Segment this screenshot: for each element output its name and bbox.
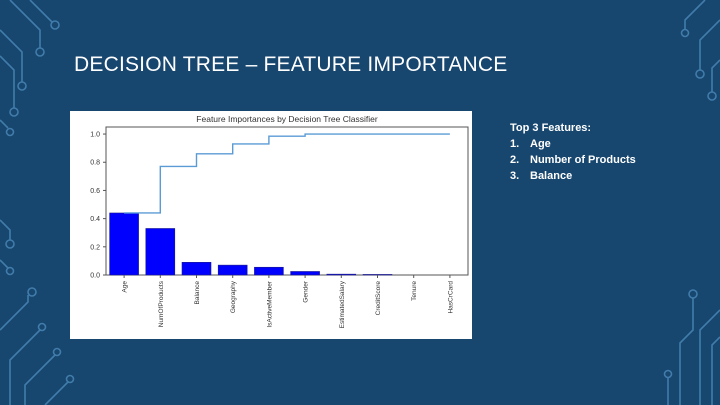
x-tick-label: NumOfProducts xyxy=(158,280,165,327)
bar xyxy=(290,271,320,276)
x-tick-label: EstimatedSalary xyxy=(339,280,346,328)
top-feature-item: 1. Age xyxy=(510,136,636,152)
top-feature-number: 2. xyxy=(510,154,520,166)
x-tick-label: Balance xyxy=(194,281,201,305)
bar xyxy=(145,228,176,276)
top-feature-label: Balance xyxy=(530,170,573,182)
x-tick-label: IsActiveMember xyxy=(266,280,273,327)
y-tick-label: 1.0 xyxy=(90,132,100,139)
top-feature-label: Number of Products xyxy=(530,154,636,166)
x-tick-label: Gender xyxy=(303,280,310,303)
x-tick-label: Geography xyxy=(230,280,237,313)
x-tick-label: Age xyxy=(122,281,129,293)
y-tick-label: 0.0 xyxy=(90,273,100,280)
bar xyxy=(217,264,248,276)
slide-title: DECISION TREE – FEATURE IMPORTANCE xyxy=(74,53,508,76)
top-feature-number: 3. xyxy=(510,170,520,182)
top-feature-item: 3. Balance xyxy=(510,168,636,184)
top-feature-item: 2. Number of Products xyxy=(510,152,636,168)
bar xyxy=(326,273,357,276)
y-tick-label: 0.2 xyxy=(90,244,100,251)
top-feature-label: Age xyxy=(530,138,551,150)
x-tick-label: CreditScore xyxy=(375,281,382,316)
top-feature-number: 1. xyxy=(510,138,520,150)
y-tick-label: 0.4 xyxy=(90,216,100,223)
feature-importance-chart: Feature Importances by Decision Tree Cla… xyxy=(90,114,469,328)
bar xyxy=(109,212,139,276)
top-features-panel: Top 3 Features: 1. Age 2. Number of Prod… xyxy=(510,120,636,184)
chart-title: Feature Importances by Decision Tree Cla… xyxy=(196,114,378,124)
bar xyxy=(362,274,393,276)
cumulative-importance-line xyxy=(124,133,450,214)
top-features-list: 1. Age 2. Number of Products 3. Balance xyxy=(510,136,636,184)
y-tick-label: 0.8 xyxy=(90,160,100,167)
x-tick-label: Tenure xyxy=(411,281,418,301)
top-features-heading: Top 3 Features: xyxy=(510,122,592,134)
bar xyxy=(254,266,284,276)
x-tick-label: HasCrCard xyxy=(447,281,454,314)
y-tick-label: 0.6 xyxy=(90,188,100,195)
bar xyxy=(181,262,212,276)
plot-frame xyxy=(105,126,469,276)
chart-panel: Feature Importances by Decision Tree Cla… xyxy=(70,111,472,339)
